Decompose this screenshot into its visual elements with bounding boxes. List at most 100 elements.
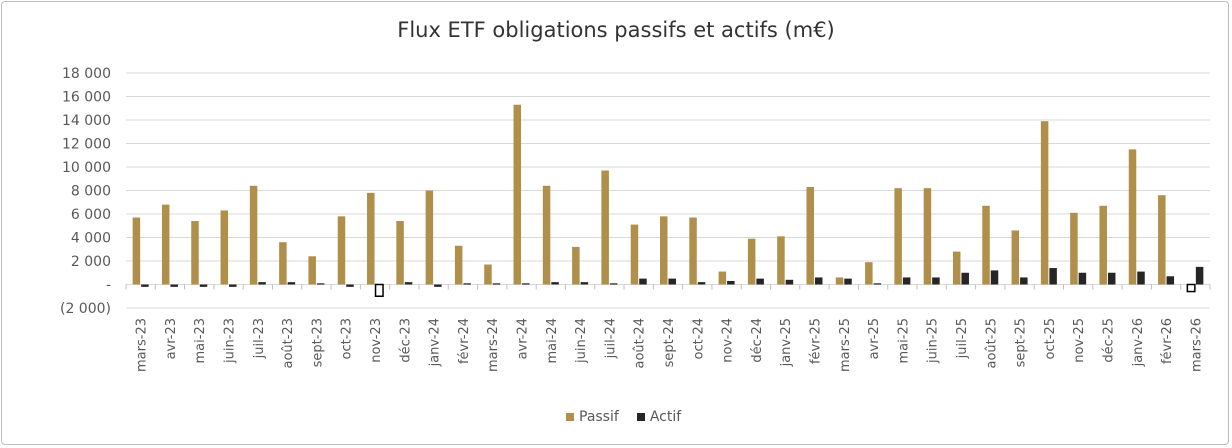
- bar-actif: [492, 283, 501, 285]
- x-tick-label: mars-23: [135, 318, 150, 372]
- bar-actif: [844, 278, 852, 285]
- bar-passif: [396, 221, 404, 285]
- bar-actif: [785, 279, 794, 285]
- x-tick-label: sept-23: [310, 318, 325, 367]
- bar-actif: [814, 277, 823, 285]
- x-tick-label: juin-24: [574, 318, 589, 364]
- x-tick-label: avr-25: [867, 318, 882, 359]
- bar-passif: [279, 242, 287, 285]
- bar-actif: [258, 282, 266, 285]
- bar-passif: [865, 262, 873, 285]
- bar-passif: [161, 204, 170, 285]
- bar-actif: [434, 284, 442, 287]
- bar-passif: [777, 236, 785, 285]
- bar-actif: [873, 283, 882, 285]
- bar-actif: [990, 270, 999, 285]
- bar-passif: [572, 246, 580, 285]
- bar-passif: [132, 217, 141, 285]
- bar-actif: [199, 284, 208, 287]
- bar-passif: [484, 264, 492, 285]
- y-tick-label: 4 000: [71, 231, 111, 247]
- bar-passif: [367, 192, 375, 285]
- y-tick-label: 12 000: [62, 137, 111, 153]
- bar-passif: [601, 170, 609, 285]
- chart-legend: Passif Actif: [566, 409, 681, 425]
- bar-passif: [1040, 121, 1049, 285]
- bar-passif: [952, 251, 961, 285]
- y-tick-label: -: [106, 278, 111, 294]
- bar-passif: [425, 190, 434, 285]
- y-tick-label: 14 000: [62, 113, 111, 129]
- bar-actif: [1137, 271, 1145, 285]
- x-tick-label: juil-24: [603, 318, 618, 359]
- bar-actif: [522, 283, 530, 285]
- legend-swatch-passif: [566, 413, 574, 421]
- bar-actif: [639, 278, 647, 285]
- bar-passif: [308, 256, 316, 285]
- x-tick-label: mars-26: [1189, 318, 1204, 372]
- bar-actif: [961, 272, 969, 285]
- bar-actif: [551, 282, 559, 285]
- bar-passif: [1186, 283, 1196, 293]
- x-tick-label: juil-25: [955, 318, 970, 359]
- bar-actif: [1195, 266, 1204, 285]
- x-tick-label: nov-25: [1072, 318, 1087, 363]
- bar-passif: [1128, 149, 1137, 285]
- x-tick-label: juin-23: [223, 318, 238, 364]
- bar-actif: [1107, 272, 1116, 285]
- bar-passif: [454, 245, 463, 285]
- bar-actif: [346, 284, 354, 287]
- y-tick-label: 16 000: [62, 90, 111, 106]
- x-tick-label: déc-24: [750, 318, 765, 363]
- bar-actif: [580, 282, 589, 285]
- x-tick-label: janv-24: [428, 318, 443, 367]
- legend-label-passif: Passif: [579, 409, 619, 425]
- legend-item-actif: Actif: [636, 409, 682, 425]
- bar-passif: [220, 210, 229, 285]
- bar-passif: [718, 271, 727, 285]
- x-tick-label: sept-25: [1014, 318, 1029, 367]
- x-tick-label: juil-23: [252, 318, 267, 359]
- y-tick-label: 18 000: [62, 66, 111, 82]
- bar-actif: [932, 277, 940, 285]
- bar-passif: [542, 185, 551, 285]
- y-tick-label: 10 000: [62, 160, 111, 176]
- legend-swatch-actif: [636, 413, 645, 421]
- x-tick-label: déc-23: [398, 318, 413, 363]
- x-tick-label: févr-26: [1160, 318, 1175, 364]
- x-tick-label: févr-25: [808, 318, 823, 364]
- bar-passif: [513, 104, 522, 285]
- bar-passif: [1099, 205, 1107, 285]
- bar-actif: [374, 283, 384, 297]
- y-tick-label: (2 000): [60, 301, 111, 317]
- bar-passif: [249, 185, 258, 285]
- bar-actif: [668, 278, 676, 285]
- bar-actif: [170, 284, 178, 287]
- bar-actif: [1049, 268, 1057, 285]
- bar-passif: [747, 238, 756, 285]
- x-tick-label: avr-23: [164, 318, 179, 359]
- bar-actif: [1020, 277, 1028, 285]
- bar-actif: [141, 284, 149, 287]
- x-tick-label: févr-24: [457, 318, 472, 364]
- bar-actif: [697, 282, 706, 285]
- bar-passif: [191, 221, 199, 285]
- bar-passif: [689, 217, 697, 285]
- bar-passif: [835, 277, 844, 285]
- x-tick-label: mars-24: [486, 318, 501, 372]
- x-tick-label: sept-24: [662, 318, 677, 367]
- y-tick-label: 8 000: [71, 184, 111, 200]
- x-tick-label: mai-25: [896, 318, 911, 363]
- legend-label-actif: Actif: [649, 409, 682, 425]
- x-tick-label: nov-23: [369, 318, 384, 363]
- bar-passif: [1070, 212, 1078, 285]
- chart-title: Flux ETF obligations passifs et actifs (…: [397, 18, 835, 42]
- bar-passif: [923, 188, 932, 285]
- bar-actif: [756, 278, 764, 285]
- x-tick-label: août-24: [633, 318, 648, 369]
- x-tick-label: mai-24: [545, 318, 560, 363]
- x-tick-label: janv-26: [1131, 318, 1146, 367]
- bar-passif: [982, 205, 990, 285]
